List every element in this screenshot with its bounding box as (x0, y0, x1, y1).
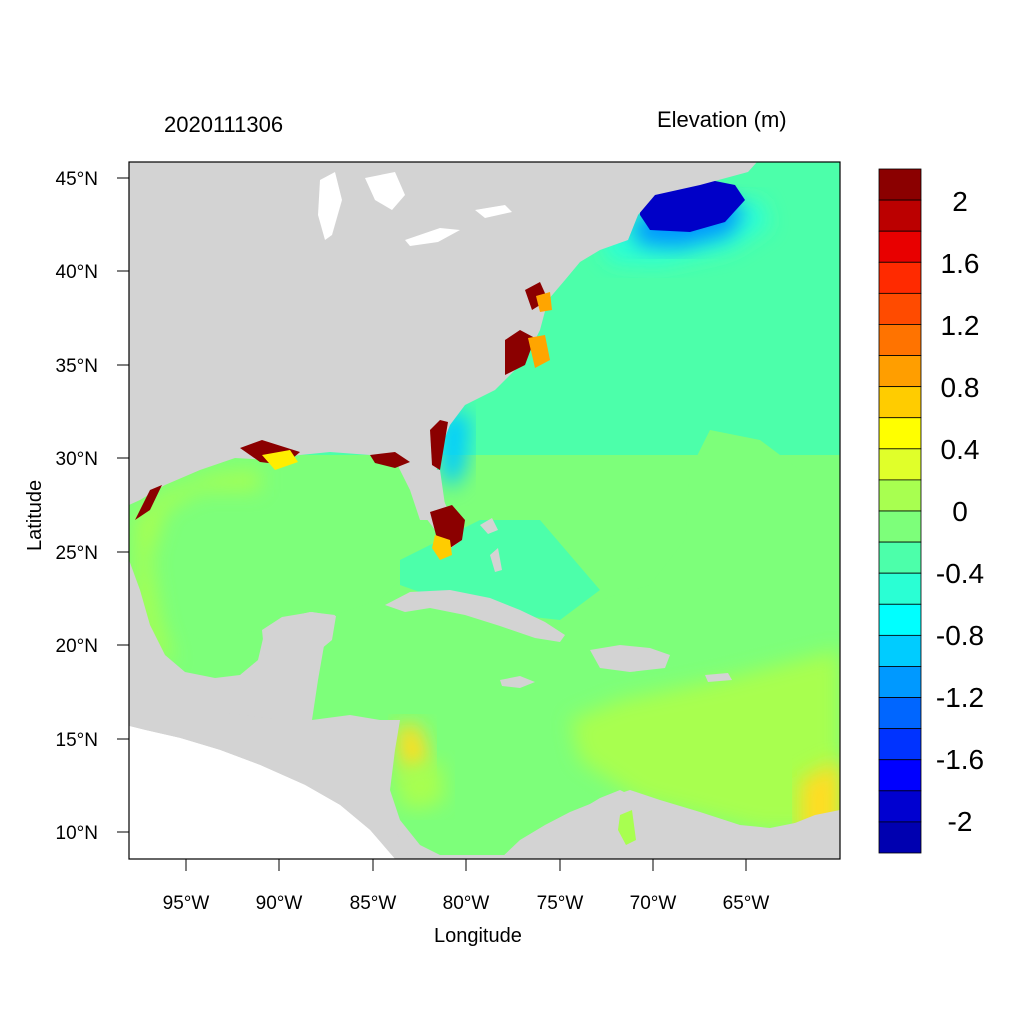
bahamas-land (490, 548, 502, 572)
lake-erie (405, 228, 460, 246)
colorbar-swatch (878, 355, 922, 388)
colorbar-swatch (878, 821, 922, 854)
colorbar-swatch (878, 479, 922, 512)
puerto-rico-land (705, 673, 732, 682)
colorbar-label: -1.6 (936, 744, 984, 775)
plot-frame (128, 161, 841, 860)
colorbar-swatch (878, 603, 922, 636)
colorbar-label: 2 (952, 186, 968, 217)
y-tick-label: 45°N (56, 169, 98, 190)
colorbar-swatch (878, 199, 922, 232)
south-caribbean-water (570, 650, 840, 830)
lake-huron (365, 172, 405, 210)
y-tick-label: 10°N (56, 823, 98, 844)
x-axis-label: Longitude (434, 925, 522, 947)
cuba-land (385, 590, 565, 642)
colorbar-swatch (878, 728, 922, 761)
colorbar-swatch (878, 666, 922, 698)
colorbar-label: -0.4 (936, 558, 984, 589)
colorbar-swatch (878, 448, 922, 481)
mexico-pacific-land (129, 690, 410, 859)
lake-maracaibo-water (618, 810, 636, 845)
louisiana-surge-yellow (262, 450, 298, 470)
lake-ontario (475, 205, 512, 218)
jamaica-land (500, 676, 535, 688)
atlantic-green-bulge (570, 430, 840, 640)
colorbar-label: 1.6 (941, 248, 980, 279)
y-tick-label: 35°N (56, 356, 98, 377)
colorbar-swatch (878, 230, 922, 263)
colorbar-label: 0 (952, 496, 968, 527)
florida-tip-surge (432, 535, 452, 560)
cape-hatteras-surge (528, 335, 550, 368)
x-axis: 95°W 90°W 85°W 80°W 75°W 70°W 65°W (163, 859, 770, 914)
south-america-land (500, 790, 840, 859)
gulf-rim-water (135, 470, 260, 665)
y-tick-label: 40°N (56, 262, 98, 283)
colorbar-swatch (878, 168, 922, 201)
x-tick-label: 70°W (630, 893, 677, 914)
colorbar-label: -1.2 (936, 682, 984, 713)
colorbar-swatch (878, 292, 922, 325)
georgia-coast-surge (430, 420, 448, 470)
plot-date-title: 2020111306 (164, 112, 284, 137)
x-tick-label: 65°W (723, 893, 770, 914)
x-tick-label: 95°W (163, 893, 210, 914)
y-tick-label: 25°N (56, 543, 98, 564)
colorbar-swatch (878, 790, 922, 823)
colorbar-label: 1.2 (941, 310, 980, 341)
variable-title: Elevation (m) (657, 107, 787, 132)
colorbar (878, 168, 922, 854)
carolina-coast-surge (505, 330, 535, 375)
north-america-land (129, 162, 757, 520)
colorbar-label: -0.8 (936, 620, 984, 651)
colorbar-swatch (878, 510, 922, 543)
andros-land (480, 518, 498, 534)
colorbar-swatch (878, 261, 922, 294)
colorbar-swatch (878, 417, 922, 450)
y-tick-label: 30°N (56, 449, 98, 470)
yucatan-land (262, 612, 336, 660)
colorbar-swatch (878, 541, 922, 574)
colorbar-swatch (878, 324, 922, 356)
y-axis: 45°N 40°N 35°N 30°N 25°N 20°N 15°N 10°N (56, 169, 129, 844)
colorbar-swatch (878, 697, 922, 730)
colorbar-swatch (878, 759, 922, 792)
florida-bigbend-surge (370, 452, 410, 468)
chesapeake-surge-2 (536, 292, 552, 312)
colorbar-label: -2 (948, 806, 973, 837)
x-tick-label: 80°W (443, 893, 490, 914)
x-tick-label: 85°W (350, 893, 397, 914)
x-tick-label: 75°W (537, 893, 584, 914)
gulf-water (140, 455, 440, 640)
hispaniola-land (590, 645, 670, 672)
lake-michigan (318, 172, 342, 240)
x-tick-label: 90°W (256, 893, 303, 914)
colorbar-labels: 2 1.6 1.2 0.8 0.4 0 -0.4 -0.8 -1.2 -1.6 … (936, 186, 984, 837)
colorbar-swatch (878, 386, 922, 419)
pacific-lower (129, 726, 395, 859)
colorbar-label: 0.8 (941, 372, 980, 403)
map-plot-area (129, 162, 840, 859)
colorbar-swatch (878, 634, 922, 667)
texas-coast-surge (135, 485, 162, 520)
y-tick-label: 20°N (56, 636, 98, 657)
y-tick-label: 15°N (56, 730, 98, 751)
colorbar-label: 0.4 (941, 434, 980, 465)
honduras-coast-water-2 (395, 760, 445, 810)
colorbar-swatch (878, 572, 922, 605)
